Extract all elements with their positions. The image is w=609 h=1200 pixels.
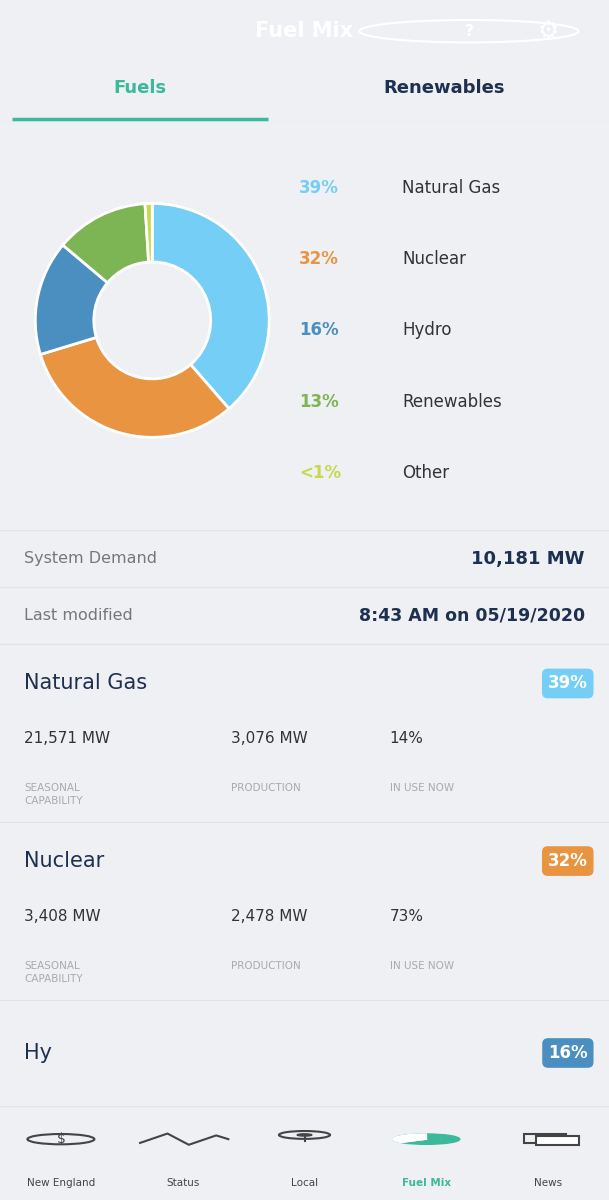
Text: SEASONAL
CAPABILITY: SEASONAL CAPABILITY (24, 960, 83, 984)
FancyBboxPatch shape (536, 1136, 579, 1145)
Text: Hydro: Hydro (403, 322, 452, 340)
Text: ⚙: ⚙ (538, 19, 558, 43)
Wedge shape (63, 204, 149, 283)
Text: 39%: 39% (548, 674, 588, 692)
Text: 16%: 16% (299, 322, 339, 340)
Text: Renewables: Renewables (403, 392, 502, 410)
Text: 3,408 MW: 3,408 MW (24, 908, 101, 924)
Wedge shape (393, 1134, 426, 1142)
Text: Fuel Mix: Fuel Mix (255, 22, 354, 41)
Text: Hy: Hy (24, 1043, 52, 1063)
Text: Fuel Mix: Fuel Mix (402, 1178, 451, 1188)
Wedge shape (40, 337, 229, 437)
Text: 39%: 39% (299, 179, 339, 197)
Text: Last modified: Last modified (24, 608, 133, 624)
Text: IN USE NOW: IN USE NOW (390, 960, 454, 971)
Text: ?: ? (465, 24, 473, 38)
Text: Fuels: Fuels (113, 79, 167, 97)
Text: 3,076 MW: 3,076 MW (231, 731, 308, 746)
Text: 13%: 13% (299, 392, 339, 410)
Circle shape (393, 1134, 460, 1145)
Text: Local: Local (291, 1178, 318, 1188)
Text: 16%: 16% (548, 1044, 588, 1062)
Text: Renewables: Renewables (384, 79, 505, 97)
Text: Natural Gas: Natural Gas (24, 673, 147, 694)
Text: 14%: 14% (390, 731, 424, 746)
Text: 32%: 32% (299, 250, 339, 268)
Text: Other: Other (403, 464, 449, 482)
Text: <1%: <1% (299, 464, 341, 482)
Text: System Demand: System Demand (24, 552, 157, 566)
Wedge shape (145, 204, 152, 262)
Text: Status: Status (166, 1178, 199, 1188)
Circle shape (297, 1134, 312, 1136)
Text: 2,478 MW: 2,478 MW (231, 908, 308, 924)
Text: IN USE NOW: IN USE NOW (390, 782, 454, 793)
Text: News: News (534, 1178, 562, 1188)
Text: PRODUCTION: PRODUCTION (231, 782, 301, 793)
Wedge shape (152, 204, 269, 409)
Text: 73%: 73% (390, 908, 424, 924)
Wedge shape (35, 245, 108, 354)
Text: 21,571 MW: 21,571 MW (24, 731, 110, 746)
Text: Nuclear: Nuclear (24, 851, 105, 871)
Text: 10,181 MW: 10,181 MW (471, 550, 585, 568)
Text: 32%: 32% (548, 852, 588, 870)
Text: 8:43 AM on 05/19/2020: 8:43 AM on 05/19/2020 (359, 607, 585, 625)
Text: $: $ (57, 1132, 65, 1146)
Text: PRODUCTION: PRODUCTION (231, 960, 301, 971)
Text: New England: New England (27, 1178, 95, 1188)
Text: Natural Gas: Natural Gas (403, 179, 501, 197)
Text: Nuclear: Nuclear (403, 250, 466, 268)
Text: SEASONAL
CAPABILITY: SEASONAL CAPABILITY (24, 782, 83, 806)
